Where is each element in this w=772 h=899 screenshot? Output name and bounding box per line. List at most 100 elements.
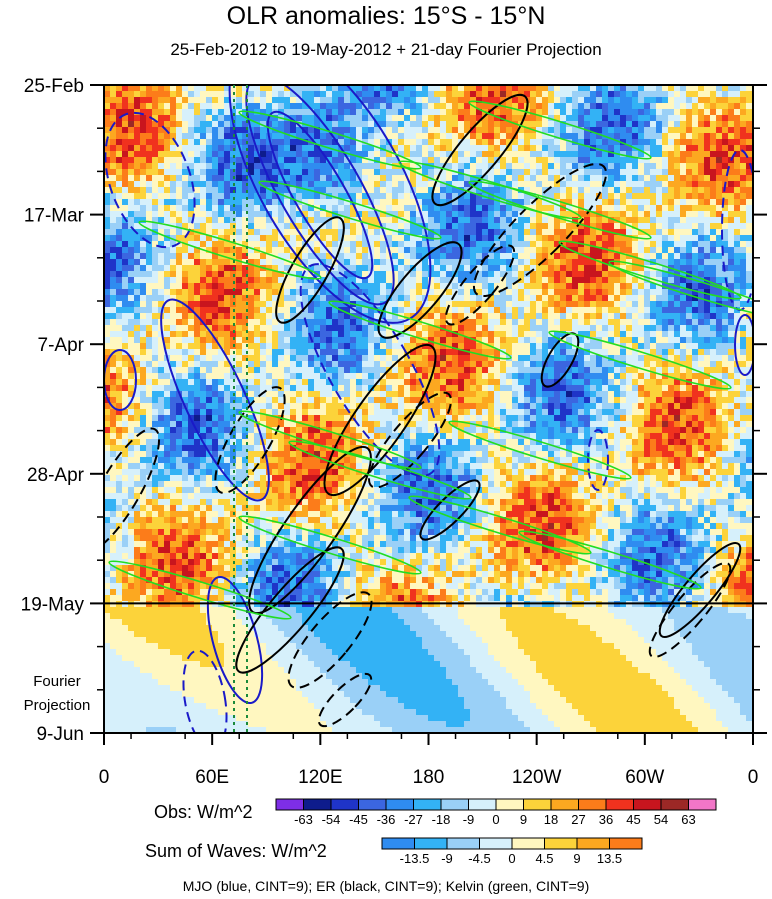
colorbar-tick-label: 13.5 [597, 851, 622, 866]
kelvin-contour [558, 240, 742, 300]
kelvin-contour [238, 515, 422, 575]
colorbar-tick-label: 4.5 [535, 851, 553, 866]
colorbar-swatch [495, 798, 524, 811]
er-contour [368, 391, 452, 489]
kelvin-contour [548, 330, 732, 390]
colorbar-swatch [446, 837, 480, 850]
mjo-contour [160, 298, 270, 502]
y-tick-label: 9-Jun [36, 724, 84, 745]
mjo-contour [206, 575, 264, 705]
colorbar-swatch [468, 798, 497, 811]
x-tick-label: 60W [625, 767, 664, 788]
colorbar-swatch [511, 837, 545, 850]
kelvin-contour [328, 300, 512, 360]
y-tick-label: 25-Feb [24, 76, 84, 97]
colorbar-swatch [660, 798, 689, 811]
kelvin-contour [468, 100, 652, 160]
colorbar-tick-label: 45 [626, 812, 640, 827]
mjo-contour [104, 111, 196, 249]
kelvin-contour [518, 530, 702, 590]
kelvin-contour [468, 180, 652, 240]
x-tick-label: 0 [99, 767, 110, 788]
mjo-contour [245, 85, 395, 306]
er-contour [214, 386, 286, 494]
mjo-contour [104, 349, 137, 411]
colorbar-swatch [330, 798, 359, 811]
olr-anomaly-field [104, 85, 753, 733]
mjo-contour [266, 110, 374, 280]
colorbar-swatch [576, 837, 610, 850]
colorbar-swatch [414, 837, 448, 850]
obs-colorbar: -63 -54 -45 -36 -27 -18 -9 0 9 18 27 36 45 54 63 [275, 798, 717, 827]
kelvin-contour [448, 420, 632, 480]
er-contour [235, 546, 345, 674]
colorbar-swatch [544, 837, 578, 850]
colorbar-tick-label: 9 [520, 812, 527, 827]
er-contour [317, 672, 373, 728]
kelvin-contour [258, 180, 442, 240]
y-tick-label: 19-May [21, 594, 85, 615]
projection-label-line1: Fourier [33, 673, 81, 690]
colorbar-swatch [275, 798, 304, 811]
x-tick-label: 180 [413, 767, 445, 788]
colorbar-swatch [523, 798, 552, 811]
colorbar-swatch [440, 798, 469, 811]
kelvin-contour [608, 260, 753, 320]
colorbar-swatch [550, 798, 579, 811]
kelvin-contour [238, 110, 422, 170]
kelvin-contour [398, 160, 582, 220]
colorbar-tick-label: -27 [404, 812, 423, 827]
x-tick-label: 120W [512, 767, 562, 788]
wave-contours [104, 85, 753, 733]
colorbar-swatch [609, 837, 643, 850]
mjo-contour [587, 429, 609, 491]
chart-subtitle: 25-Feb-2012 to 19-May-2012 + 21-day Four… [170, 40, 602, 59]
mjo-contour [182, 649, 228, 733]
er-contour [275, 216, 345, 324]
y-tick-label: 7-Apr [38, 335, 85, 356]
er-contour [648, 562, 732, 658]
colorbar-tick-label: -63 [294, 812, 313, 827]
colorbar-tick-label: -13.5 [400, 851, 430, 866]
colorbar-tick-label: -9 [441, 851, 453, 866]
colorbar-tick-label: -54 [322, 812, 341, 827]
kelvin-contour [288, 440, 472, 500]
colorbar-swatch [381, 837, 415, 850]
colorbar-tick-label: 9 [573, 851, 580, 866]
kelvin-contour [108, 560, 292, 620]
er-contour [104, 427, 161, 553]
waves-colorbar-label: Sum of Waves: W/m^2 [145, 841, 327, 861]
colorbar-tick-label: 54 [654, 812, 668, 827]
colorbar-swatch [358, 798, 387, 811]
colorbar-tick-label: -45 [349, 812, 368, 827]
kelvin-contour [138, 220, 322, 280]
colorbar-tick-label: -36 [377, 812, 396, 827]
colorbar-tick-label: -18 [432, 812, 451, 827]
colorbar-swatch [385, 798, 414, 811]
colorbar-swatch [605, 798, 634, 811]
y-tick-label: 17-Mar [24, 206, 85, 227]
colorbar-swatch [413, 798, 442, 811]
x-tick-label: 0 [748, 767, 759, 788]
waves-colorbar: -13.5 -9 -4.5 0 4.5 9 13.5 [381, 837, 643, 866]
er-contour [431, 93, 529, 207]
colorbar-swatch [688, 798, 717, 811]
colorbar-swatch [578, 798, 607, 811]
y-tick-label: 28-Apr [27, 465, 85, 486]
colorbar-swatch [303, 798, 332, 811]
y-axis: 25-Feb 17-Mar 7-Apr 28-Apr 19-May 9-Jun [21, 76, 767, 745]
mjo-contour [734, 314, 753, 376]
er-contour [444, 244, 516, 326]
colorbar-tick-label: -4.5 [468, 851, 490, 866]
er-contour [377, 241, 463, 339]
colorbar-tick-label: 0 [492, 812, 499, 827]
colorbar-swatch [633, 798, 662, 811]
x-tick-label: 60E [195, 767, 229, 788]
colorbar-tick-label: 0 [508, 851, 515, 866]
projection-label-line2: Projection [24, 697, 91, 714]
x-tick-label: 120E [298, 767, 342, 788]
contour-legend-note: MJO (blue, CINT=9); ER (black, CINT=9); … [182, 878, 590, 894]
colorbar-tick-label: -9 [463, 812, 475, 827]
chart-title: OLR anomalies: 15°S - 15°N [226, 2, 546, 30]
